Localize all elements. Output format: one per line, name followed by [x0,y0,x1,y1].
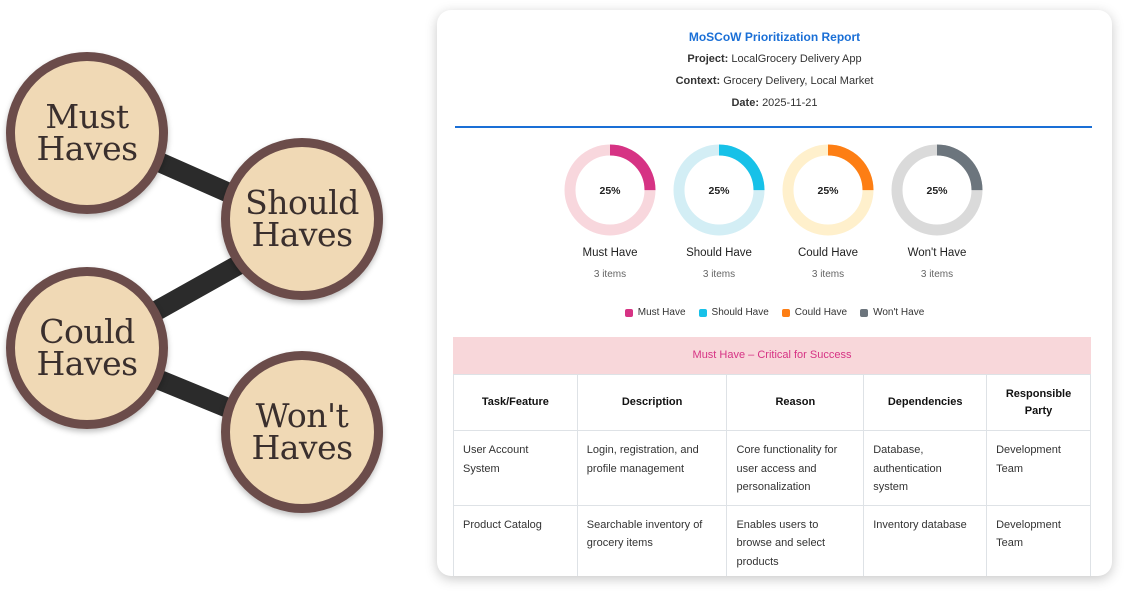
donut-could-have: 25% Could Have 3 items [773,144,883,281]
report-project: Project: LocalGrocery Delivery App [437,52,1112,66]
section-header-must-have: Must Have – Critical for Success [453,337,1091,374]
donut-wont-have: 25% Won't Have 3 items [882,144,992,281]
legend-item-could-have: Could Have [781,307,848,318]
donut-ring-could-have: 25% [782,144,874,236]
col-responsible-party: Responsible Party [986,374,1091,431]
project-label: Project: [687,53,729,65]
chart-legend: Must Have Should Have Could Have Won't Have [437,307,1112,318]
node-should-haves: Should Haves [221,138,383,300]
context-value: Grocery Delivery, Local Market [723,75,874,87]
node-wont-haves: Won't Haves [221,351,383,513]
legend-swatch-could-have [781,308,790,317]
table-row: Product Catalog Searchable inventory of … [453,504,1091,576]
donut-count-should-have: 3 items [702,269,736,280]
donut-label-should-have: Should Have [686,247,752,259]
legend-item-wont-have: Won't Have [860,307,924,318]
node-wont-haves-label: Won't Haves [251,396,353,467]
report-card: MoSCoW Prioritization Report Project: Lo… [437,10,1112,576]
donut-count-must-have: 3 items [593,269,627,280]
cell-reason: Core functionality for user access and p… [726,430,865,506]
donut-must-have: 25% Must Have 3 items [555,144,665,281]
report-context: Context: Grocery Delivery, Local Market [437,74,1112,88]
donut-slice-could-have [782,144,874,236]
context-label: Context: [675,75,721,87]
donut-slice-must-have [564,144,656,236]
cell-task: Product Catalog [453,504,578,576]
moscow-diagram: Must Haves Should Haves Could Haves Won'… [0,0,420,603]
donut-count-wont-have: 3 items [920,269,954,280]
legend-swatch-must-have [624,308,633,317]
cell-description: Searchable inventory of grocery items [576,504,728,576]
donut-value-wont-have: 25% [926,185,948,197]
node-could-haves: Could Haves [6,267,168,429]
date-label: Date: [731,97,759,109]
node-should-haves-label: Should Haves [245,183,359,254]
cell-reason: Enables users to browse and select produ… [726,504,865,576]
donut-ring-must-have: 25% [564,144,656,236]
node-could-haves-label: Could Haves [36,312,138,383]
donut-ring-wont-have: 25% [891,144,983,236]
cell-responsible: Development Team [986,504,1091,576]
legend-swatch-wont-have [860,308,869,317]
col-task-feature: Task/Feature [453,374,578,431]
legend-label-could-have: Could Have [794,307,848,318]
legend-label-should-have: Should Have [711,307,769,318]
table-row: User Account System Login, registration,… [453,430,1091,506]
legend-item-must-have: Must Have [624,307,686,318]
header-divider [455,126,1092,128]
donut-ring-should-have: 25% [673,144,765,236]
cell-dependencies: Inventory database [863,504,988,576]
priority-donut-charts: 25% Must Have 3 items 25% Should Have 3 items… [437,144,1112,294]
cell-dependencies: Database, authentication system [863,430,988,506]
date-value: 2025-11-21 [762,97,818,109]
donut-label-could-have: Could Have [797,247,859,259]
col-dependencies: Dependencies [863,374,988,431]
legend-label-wont-have: Won't Have [873,307,925,318]
report-title: MoSCoW Prioritization Report [688,30,861,44]
donut-count-could-have: 3 items [811,269,845,280]
must-have-table: Task/Feature Description Reason Dependen… [453,374,1091,576]
legend-label-must-have: Must Have [637,307,686,318]
donut-slice-wont-have [891,144,983,236]
legend-swatch-should-have [698,308,707,317]
donut-value-could-have: 25% [817,185,839,197]
donut-label-must-have: Must Have [582,247,638,259]
col-reason: Reason [726,374,865,431]
table-header-row: Task/Feature Description Reason Dependen… [453,374,1091,431]
report-date: Date: 2025-11-21 [437,96,1112,110]
cell-responsible: Development Team [986,430,1091,506]
donut-value-should-have: 25% [708,185,730,197]
legend-item-should-have: Should Have [698,307,769,318]
cell-description: Login, registration, and profile managem… [576,430,728,506]
node-must-haves-label: Must Haves [36,97,138,168]
cell-task: User Account System [453,430,578,506]
report-header: MoSCoW Prioritization Report Project: Lo… [437,10,1112,110]
donut-value-must-have: 25% [599,185,621,197]
col-description: Description [576,374,728,431]
donut-label-wont-have: Won't Have [907,247,967,259]
donut-should-have: 25% Should Have 3 items [664,144,774,281]
project-value: LocalGrocery Delivery App [731,53,862,65]
donut-slice-should-have [673,144,765,236]
node-must-haves: Must Haves [6,52,168,214]
